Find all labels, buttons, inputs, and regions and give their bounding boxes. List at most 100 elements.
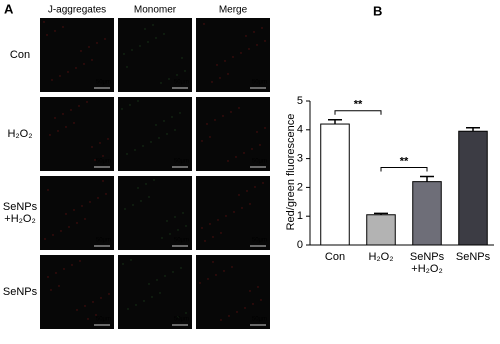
speckle <box>177 229 179 231</box>
significance-label: ** <box>400 155 409 167</box>
y-tick-label: 0 <box>297 239 303 251</box>
speckle <box>171 116 173 118</box>
speckle <box>127 308 129 310</box>
column-header: Merge <box>219 5 248 16</box>
speckle <box>168 78 170 80</box>
speckle <box>163 33 165 35</box>
speckle <box>52 234 54 236</box>
speckle <box>43 21 45 23</box>
speckle <box>181 57 183 59</box>
speckle <box>83 63 85 65</box>
speckle <box>134 149 136 151</box>
speckle <box>158 137 160 139</box>
error-bar <box>374 212 388 215</box>
speckle <box>155 37 157 39</box>
speckle <box>166 133 168 135</box>
scale-bar-label: 50μm <box>174 317 189 323</box>
speckle <box>207 278 209 280</box>
speckle <box>244 307 246 309</box>
speckle <box>151 296 153 298</box>
speckle <box>94 159 96 161</box>
speckle <box>228 315 230 317</box>
speckle <box>241 207 243 209</box>
row-label: SeNPs <box>2 286 38 298</box>
speckle <box>249 203 251 205</box>
speckle <box>227 160 229 162</box>
speckle <box>253 31 255 33</box>
speckle <box>169 233 171 235</box>
speckle <box>47 189 49 191</box>
significance-bracket <box>334 110 382 115</box>
speckle <box>223 270 225 272</box>
speckle <box>81 205 83 207</box>
speckle <box>217 219 219 221</box>
speckle <box>54 30 56 32</box>
speckle <box>233 211 235 213</box>
speckle <box>79 260 81 262</box>
speckle <box>230 111 232 113</box>
scale-bar-label: 50μm <box>96 159 111 165</box>
micrograph <box>196 97 270 171</box>
speckle <box>220 232 222 234</box>
speckle <box>87 318 89 320</box>
panel-label: B <box>373 3 382 18</box>
speckle <box>257 286 259 288</box>
speckle <box>132 204 134 206</box>
speckle <box>174 129 176 131</box>
panel-label: A <box>4 1 14 16</box>
micrograph <box>40 97 114 171</box>
speckle <box>137 100 139 102</box>
speckle <box>164 275 166 277</box>
speckle <box>214 119 216 121</box>
y-axis-label: Red/green fluorescence <box>285 114 297 231</box>
micrograph <box>118 176 192 250</box>
speckle <box>219 77 221 79</box>
scale-bar-label: 50μm <box>174 80 189 86</box>
speckle <box>76 309 78 311</box>
speckle <box>248 48 250 50</box>
speckle <box>147 41 149 43</box>
speckle <box>145 183 147 185</box>
speckle <box>107 138 109 140</box>
bar <box>366 214 396 246</box>
significance-bracket <box>380 166 428 172</box>
speckle <box>102 155 104 157</box>
speckle <box>232 56 234 58</box>
scale-bar-label: 50μm <box>252 159 267 165</box>
speckle <box>62 113 64 115</box>
row-label: H₂O₂ <box>7 128 33 140</box>
speckle <box>46 34 48 36</box>
error-bar <box>466 127 480 132</box>
speckle <box>209 223 211 225</box>
y-tick-label: 1 <box>297 210 303 222</box>
scale-bar-label: 50μm <box>174 159 189 165</box>
speckle <box>122 263 124 265</box>
speckle <box>139 45 141 47</box>
speckle <box>50 289 52 291</box>
speckle <box>84 305 86 307</box>
speckle <box>256 131 258 133</box>
speckle <box>152 24 154 26</box>
speckle <box>212 261 214 263</box>
speckle <box>143 300 145 302</box>
speckle <box>78 105 80 107</box>
scale-bar-label: 50μm <box>252 317 267 323</box>
speckle <box>174 216 176 218</box>
speckle <box>63 268 65 270</box>
speckle <box>215 274 217 276</box>
speckle <box>86 101 88 103</box>
scale-bar-label: 50μm <box>252 80 267 86</box>
speckle <box>140 200 142 202</box>
speckle <box>73 209 75 211</box>
speckle <box>225 215 227 217</box>
y-tick-label: 5 <box>297 95 303 107</box>
speckle <box>264 40 266 42</box>
speckle <box>206 123 208 125</box>
y-tick-label: 3 <box>297 153 303 165</box>
speckle <box>159 292 161 294</box>
speckle <box>57 130 59 132</box>
speckle <box>216 64 218 66</box>
error-bar <box>328 118 342 125</box>
speckle <box>95 314 97 316</box>
significance-label: ** <box>354 99 363 111</box>
